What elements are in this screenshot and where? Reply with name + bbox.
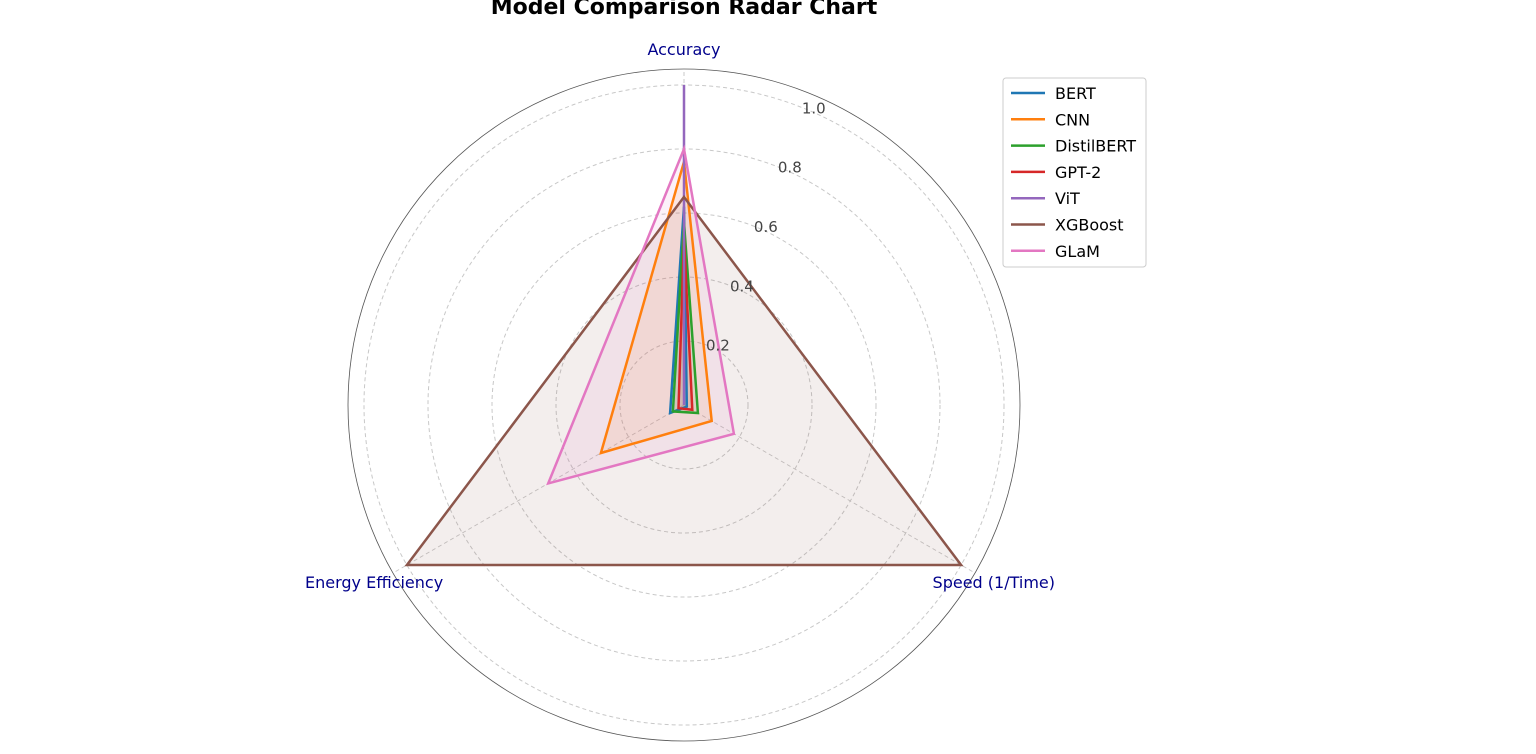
axis-label-0: Accuracy: [647, 40, 720, 59]
series-line-cnn: [599, 161, 714, 455]
series-line-glam: [546, 144, 736, 486]
rtick-label-4: 1.0: [802, 99, 826, 117]
series-line-xgboost: [404, 194, 964, 567]
series-line-gpt-2: [677, 238, 694, 412]
chart-title: Model Comparison Radar Chart: [491, 0, 878, 20]
legend-label-vit: ViT: [1055, 189, 1080, 208]
spoke-2: [392, 404, 685, 574]
radial-tick-labels: 0.2 0.4 0.6 0.8 1.0: [706, 99, 826, 354]
rtick-label-2: 0.6: [754, 218, 778, 236]
axis-label-2: Energy Efficiency: [305, 573, 443, 592]
rtick-label-0: 0.2: [706, 337, 730, 355]
legend-label-xgboost: XGBoost: [1055, 216, 1124, 235]
legend-label-gpt-2: GPT-2: [1055, 163, 1101, 182]
rtick-label-1: 0.4: [730, 277, 754, 295]
series-line-bert: [668, 206, 689, 415]
axis-label-1: Speed (1/Time): [933, 573, 1055, 592]
legend: BERT CNN DistilBERT GPT-2 ViT XGBoost GLaM: [1002, 77, 1147, 268]
series-lines: [404, 85, 964, 567]
legend-label-glam: GLaM: [1055, 242, 1100, 261]
rtick-label-3: 0.8: [778, 159, 802, 177]
legend-label-cnn: CNN: [1055, 110, 1090, 129]
outer-frame: [347, 68, 1021, 742]
series-line-distilbert: [671, 222, 700, 415]
axis-labels: Accuracy Speed (1/Time) Energy Efficiency: [305, 40, 1055, 592]
legend-label-bert: BERT: [1055, 84, 1096, 103]
legend-frame: [1002, 77, 1147, 268]
legend-label-distilbert: DistilBERT: [1055, 137, 1136, 156]
